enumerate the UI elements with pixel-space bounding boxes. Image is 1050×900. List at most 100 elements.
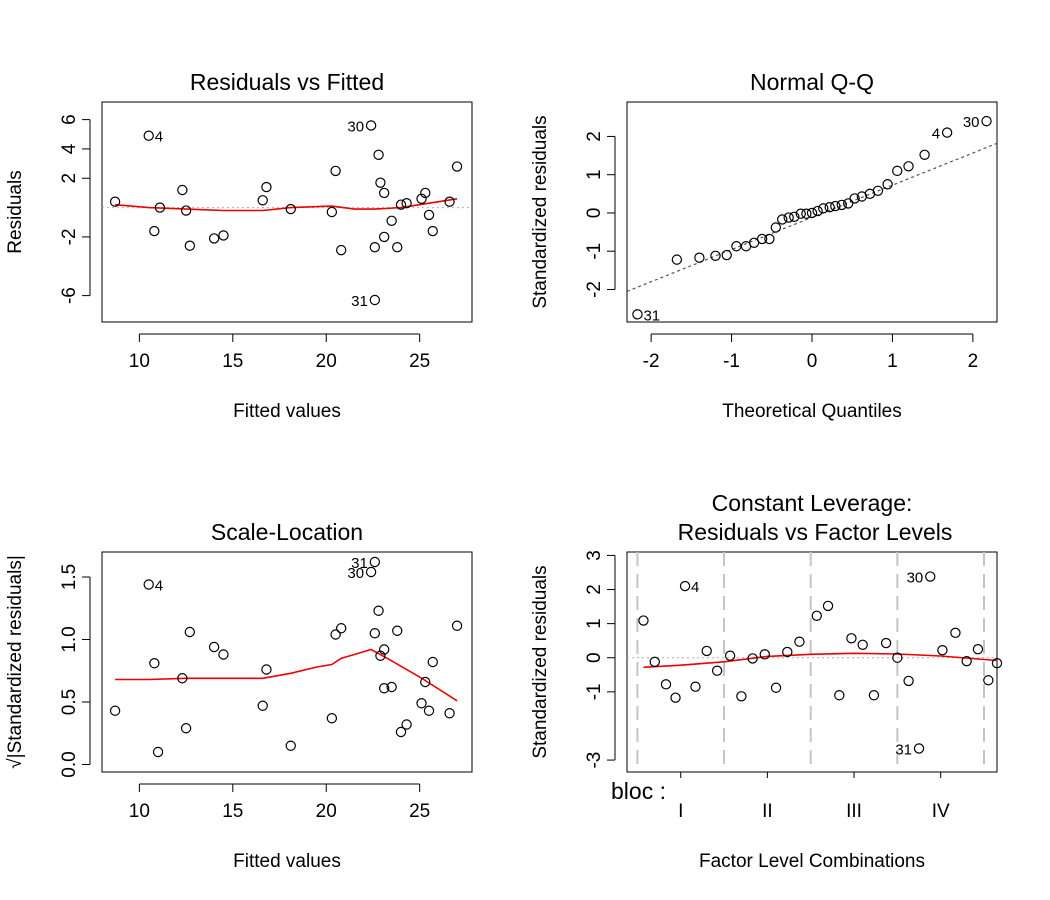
x-axis-label: Fitted values	[233, 401, 341, 422]
data-point	[392, 241, 403, 253]
panel-title: Constant Leverage:	[712, 490, 913, 516]
data-point	[369, 556, 381, 568]
y-tick-label: -1	[584, 243, 605, 260]
data-point	[919, 149, 930, 160]
x-tick-label: 0	[807, 351, 818, 372]
data-point	[451, 620, 463, 631]
data-point	[208, 233, 220, 244]
x-tick-label: 20	[316, 351, 337, 372]
data-point	[154, 202, 166, 213]
data-point	[444, 196, 455, 207]
data-point	[392, 625, 403, 636]
data-point	[824, 202, 835, 213]
panel-title: Residuals vs Fitted	[190, 69, 384, 95]
data-point	[782, 646, 793, 658]
y-tick-label: 0	[584, 208, 605, 219]
data-point	[649, 656, 660, 668]
data-point	[806, 207, 818, 219]
y-axis-label: Residuals	[5, 170, 26, 253]
data-point	[711, 665, 723, 676]
data-point	[972, 644, 984, 655]
x-tick-label: -2	[643, 351, 660, 372]
data-point	[369, 241, 381, 253]
x-tick-label: 20	[316, 801, 337, 822]
data-point	[177, 184, 188, 196]
factor-level-label: III	[846, 801, 862, 822]
data-point	[375, 650, 386, 661]
data-point	[330, 165, 341, 177]
data-point	[721, 249, 732, 261]
point-label: 30	[963, 114, 980, 131]
data-point	[149, 225, 160, 237]
data-point	[184, 626, 196, 638]
data-point	[736, 691, 747, 702]
factor-level-label: II	[762, 801, 773, 822]
data-point	[386, 215, 397, 226]
data-point	[143, 130, 154, 141]
y-tick-label: 3	[584, 550, 605, 561]
data-point	[365, 566, 377, 578]
scale-location-panel: Scale-Location Fitted values √|Standardi…	[5, 519, 473, 872]
x-axis-label: Fitted values	[233, 851, 341, 872]
x-tick-label: 25	[409, 801, 430, 822]
data-point	[701, 645, 712, 657]
data-point	[880, 637, 892, 649]
data-point	[961, 655, 972, 667]
data-point	[872, 185, 884, 196]
point-label: 4	[155, 129, 163, 146]
y-tick-label: 2	[59, 173, 80, 184]
data-point	[257, 195, 268, 206]
data-point	[892, 652, 903, 663]
factor-name-label: bloc :	[611, 778, 666, 804]
data-point	[177, 673, 188, 684]
x-tick-label: -1	[723, 351, 740, 372]
data-point	[756, 233, 768, 245]
data-point	[981, 115, 992, 127]
data-point	[747, 653, 758, 664]
point-label: 31	[351, 293, 368, 310]
data-point	[208, 641, 220, 653]
data-point	[285, 740, 296, 751]
data-point	[950, 627, 961, 639]
data-point	[789, 211, 800, 222]
data-point	[109, 705, 121, 716]
point-label: 31	[895, 741, 912, 758]
data-point	[373, 149, 384, 160]
data-point	[834, 690, 845, 701]
residuals-vs-factor-levels-panel: Constant Leverage: Residuals vs Factor L…	[530, 490, 1003, 872]
data-point	[451, 161, 463, 172]
data-point	[638, 615, 649, 626]
y-tick-label: 1	[584, 618, 605, 629]
data-point	[892, 165, 903, 177]
data-point	[724, 650, 736, 661]
y-tick-label: 1	[584, 169, 605, 180]
data-point	[423, 705, 435, 716]
data-point	[868, 690, 880, 701]
y-tick-label: -2	[584, 281, 605, 298]
data-point	[335, 244, 347, 256]
normal-qq-panel: Normal Q-Q Theoretical Quantiles Standar…	[530, 69, 998, 422]
data-point	[937, 645, 948, 656]
data-point	[849, 193, 860, 204]
smoother-line	[115, 648, 458, 702]
data-point	[903, 675, 914, 687]
point-label: 31	[643, 307, 660, 324]
y-tick-label: -2	[59, 228, 80, 245]
plot-frame	[626, 101, 998, 323]
data-point	[801, 208, 812, 219]
data-point	[660, 679, 672, 690]
data-point	[783, 212, 794, 223]
data-point	[632, 309, 643, 320]
factor-level-label: I	[678, 801, 683, 822]
data-point	[184, 240, 196, 251]
data-point	[427, 656, 438, 668]
data-point	[401, 197, 412, 209]
x-tick-label: 2	[968, 351, 979, 372]
data-point	[991, 657, 1003, 669]
data-point	[335, 623, 347, 634]
data-point	[444, 708, 455, 719]
point-label: 4	[932, 126, 940, 143]
panel-title: Scale-Location	[211, 519, 363, 545]
data-point	[690, 681, 701, 692]
